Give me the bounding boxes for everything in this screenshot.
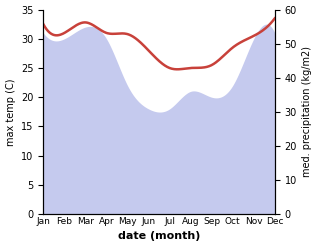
X-axis label: date (month): date (month) <box>118 231 200 242</box>
Y-axis label: med. precipitation (kg/m2): med. precipitation (kg/m2) <box>302 46 313 177</box>
Y-axis label: max temp (C): max temp (C) <box>5 78 16 145</box>
